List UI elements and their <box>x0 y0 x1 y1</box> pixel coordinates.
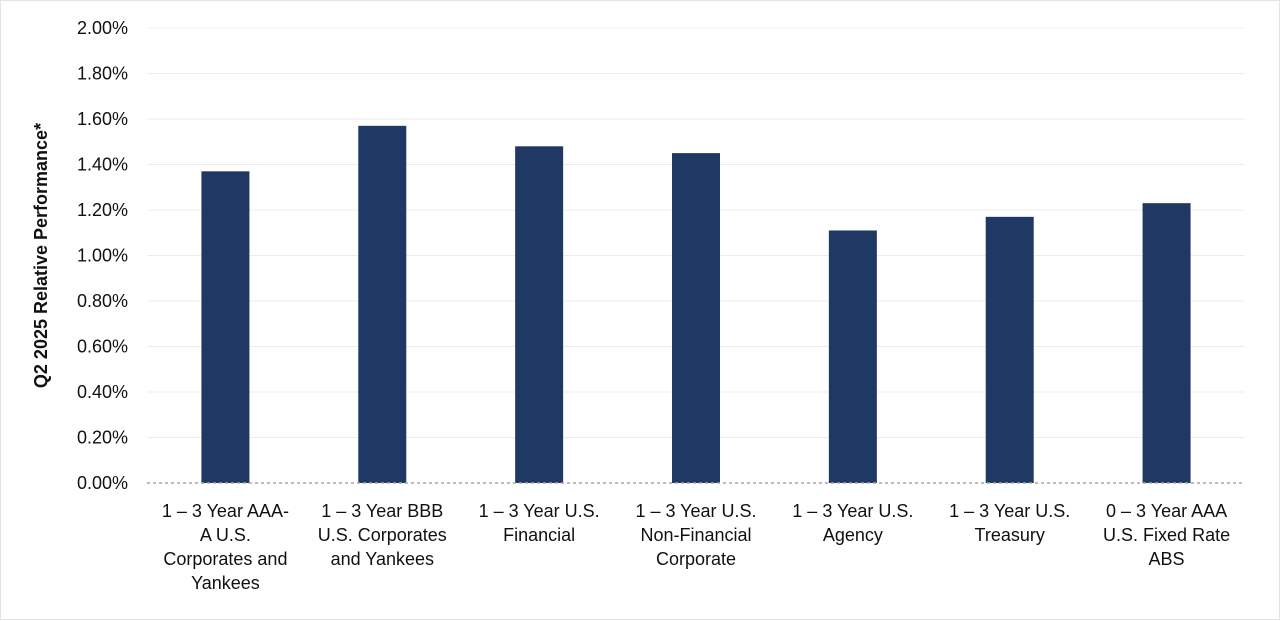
bar <box>201 171 250 483</box>
y-tick-label: 0.40% <box>77 382 128 402</box>
y-axis-ticks: 0.00% 0.20% 0.40% 0.60% 0.80% 1.00% 1.20% 1.40%… <box>77 18 128 493</box>
y-tick-label: 2.00% <box>77 18 128 38</box>
bar <box>515 146 564 484</box>
bars <box>201 125 1191 484</box>
y-tick-label: 0.00% <box>77 473 128 493</box>
y-tick-label: 1.20% <box>77 200 128 220</box>
y-tick-label: 0.60% <box>77 337 128 357</box>
y-tick-label: 1.80% <box>77 64 128 84</box>
y-tick-label: 1.40% <box>77 155 128 175</box>
y-tick-label: 1.00% <box>77 246 128 266</box>
x-category-label: 1 – 3 Year U.S. Treasury <box>949 501 1070 545</box>
y-tick-label: 0.20% <box>77 428 128 448</box>
x-category-label: 0 – 3 Year AAA U.S. Fixed Rate ABS <box>1103 501 1230 569</box>
bar <box>1142 203 1191 484</box>
y-axis-label: Q2 2025 Relative Performance* <box>31 123 51 388</box>
y-tick-label: 0.80% <box>77 291 128 311</box>
x-category-label: 1 – 3 Year U.S. Agency <box>792 501 913 545</box>
x-category-label: 1 – 3 Year U.S. Financial <box>479 501 600 545</box>
x-category-label: 1 – 3 Year BBB U.S. Corporates and Yankees <box>318 501 447 569</box>
bar <box>672 153 720 483</box>
y-tick-label: 1.60% <box>77 109 128 129</box>
x-axis-labels: 1 – 3 Year AAA-A U.S. Corporates and Yanke… <box>162 501 1230 593</box>
x-category-label: 1 – 3 Year AAA-A U.S. Corporates and Yanke… <box>162 501 289 593</box>
bar <box>358 125 407 483</box>
bar <box>828 230 877 483</box>
x-category-label: 1 – 3 Year U.S. Non-Financial Corporate <box>635 501 756 569</box>
bar <box>985 216 1034 483</box>
